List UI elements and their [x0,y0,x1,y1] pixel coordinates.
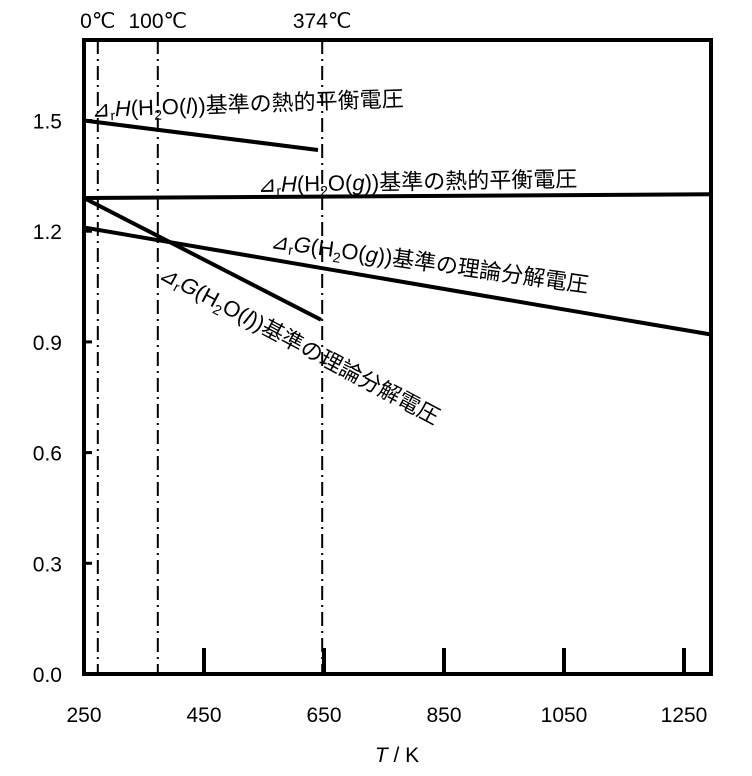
reference-label-0: 0℃ [80,10,115,33]
x-tick-label: 250 [66,704,101,727]
y-tick-label: 0.9 [33,332,62,355]
reference-label-2: 374℃ [293,10,352,33]
y-tick-label: 0.6 [33,443,62,466]
series-line-3 [83,196,322,322]
y-tick-label: 1.2 [33,221,62,244]
y-tick-label: 0.0 [33,664,62,687]
x-tick-label: 1050 [541,704,588,727]
y-tick-label: 1.5 [33,111,62,134]
y-tick-label: 0.3 [33,553,62,576]
x-tick-label: 850 [426,704,461,727]
x-tick-label: 650 [306,704,341,727]
x-tick-label: 450 [186,704,221,727]
series-label-2: ⊿rG(H2O(g))基準の理論分解電圧 [269,228,590,300]
plot-frame [82,38,713,676]
series-line-2 [83,225,712,337]
series-line-1 [83,192,712,200]
series-label-1: ⊿rH(H2O(g))基準の熱的平衡電圧 [258,166,578,200]
series-line-0 [83,118,319,153]
series-label-0: ⊿rH(H2O(l))基準の熱的平衡電圧 [91,86,404,125]
x-tick-label: 1250 [661,704,708,727]
x-axis-label: T / K [375,744,419,767]
series-label-3: ⊿rG(H2O(l))基準の理論分解電圧 [154,260,444,432]
reference-label-1: 100℃ [128,10,187,33]
